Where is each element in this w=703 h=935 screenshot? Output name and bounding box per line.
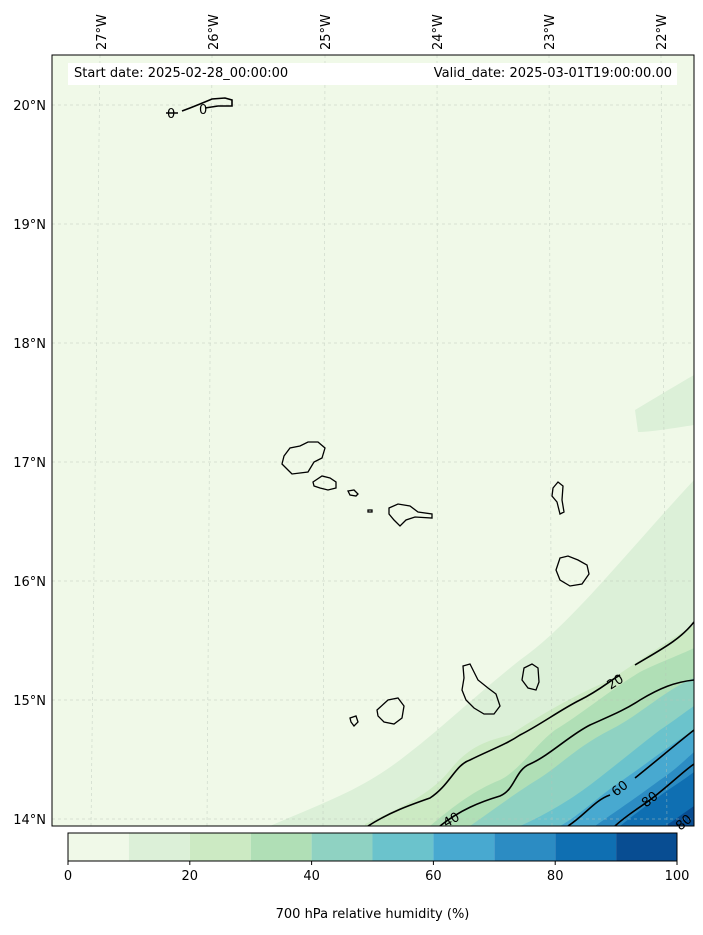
- lon-tick-labels: 27°W 26°W 25°W 24°W 23°W 22°W: [95, 14, 670, 50]
- colorbar-swatch: [555, 833, 617, 861]
- valid-date-label: Valid_date: 2025-03-01T19:00:00.00: [433, 66, 672, 81]
- contour-lines: [166, 97, 694, 826]
- island-sal: [551, 481, 565, 515]
- colorbar-swatch: [128, 833, 190, 861]
- humidity-fill-layer: [270, 375, 694, 826]
- start-date-label: Start date: 2025-02-28_00:00:00: [74, 66, 289, 81]
- contour-60-line: [567, 729, 694, 826]
- island-maio: [521, 663, 540, 691]
- colorbar-tick-label: 0: [64, 869, 72, 884]
- lat-tick-labels: 20°N 19°N 18°N 17°N 16°N 15°N 14°N: [13, 99, 46, 828]
- colorbar-tick-label: 40: [303, 869, 320, 884]
- band-90-100: [665, 806, 694, 826]
- contour-20-line: [367, 621, 694, 826]
- colorbar-tick-label: 80: [547, 869, 564, 884]
- island-sao-vicente: [312, 475, 337, 491]
- lon-tick-label: 22°W: [655, 14, 670, 50]
- contour-label-20: 20: [605, 672, 627, 693]
- map-frame: [51, 54, 695, 827]
- island-santa-luzia: [347, 489, 359, 497]
- colorbar-tick-label: 60: [425, 869, 442, 884]
- lat-tick-label: 15°N: [13, 694, 46, 709]
- colorbar-frame: [67, 832, 678, 862]
- colorbar-swatch: [250, 833, 312, 861]
- lat-tick-label: 19°N: [13, 218, 46, 233]
- contour-40-line: [439, 679, 694, 826]
- band-80-90: [620, 772, 694, 826]
- gridlines: [52, 55, 694, 826]
- coastlines: [281, 441, 590, 727]
- colorbar-swatch: [68, 833, 129, 861]
- island-santo-antao: [281, 441, 326, 475]
- contour-label-0b: 0: [199, 103, 207, 118]
- island-santiago: [461, 663, 501, 715]
- lon-tick-label: 27°W: [95, 14, 110, 50]
- band-10-20-patch: [635, 375, 694, 432]
- lat-tick-label: 14°N: [13, 813, 46, 828]
- contour-labels: 0 0 20 40 60 80 80: [167, 103, 695, 834]
- lon-tick-label: 23°W: [543, 14, 558, 50]
- colorbar-swatch: [433, 833, 495, 861]
- lat-tick-label: 18°N: [13, 337, 46, 352]
- lon-tick-label: 24°W: [431, 14, 446, 50]
- contour-label-0a: 0: [167, 107, 175, 122]
- island-fogo: [376, 697, 405, 725]
- colorbar-swatch: [372, 833, 434, 861]
- lon-tick-label: 26°W: [207, 14, 222, 50]
- contour-0-line: [166, 97, 233, 114]
- colorbar-swatch: [494, 833, 556, 861]
- island-boa-vista: [555, 555, 590, 587]
- colorbar-title: 700 hPa relative humidity (%): [275, 907, 470, 922]
- lon-tick-label: 25°W: [319, 14, 334, 50]
- colorbar: 0 20 40 60 80 100: [64, 832, 690, 884]
- colorbar-swatch: [311, 833, 373, 861]
- colorbar-tick-label: 100: [665, 869, 690, 884]
- header-box: [68, 63, 677, 85]
- island-razo: [367, 509, 373, 513]
- lat-tick-label: 16°N: [13, 575, 46, 590]
- lat-tick-label: 20°N: [13, 99, 46, 114]
- island-brava: [349, 715, 359, 727]
- island-sao-nicolau: [388, 503, 433, 527]
- colorbar-tick-label: 20: [182, 869, 199, 884]
- colorbar-swatch: [616, 833, 677, 861]
- lat-tick-label: 17°N: [13, 456, 46, 471]
- contour-80-line: [614, 763, 694, 826]
- colorbar-swatch: [189, 833, 251, 861]
